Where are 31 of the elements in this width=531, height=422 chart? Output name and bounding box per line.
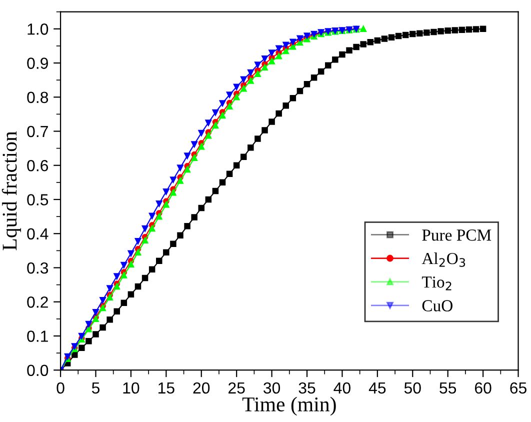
- x-tick-label: 5: [92, 382, 100, 394]
- legend-label: Tio$_{2}$: [422, 276, 452, 290]
- y-tick-label: 0.5: [27, 194, 48, 206]
- y-tick-label: 0.8: [27, 92, 48, 104]
- y-tick-label: 0.3: [27, 262, 48, 274]
- y-tick-label: 0.1: [27, 330, 48, 342]
- x-tick-label: 20: [193, 382, 210, 394]
- x-tick-label: 45: [368, 382, 386, 394]
- y-tick-label: 0.9: [27, 58, 48, 69]
- x-tick-label: 60: [474, 382, 492, 394]
- y-tick-label: 0.6: [27, 160, 48, 172]
- x-tick-label: 10: [123, 382, 140, 394]
- legend-label: Al$_{2}$O$_{3}$: [422, 252, 466, 267]
- legend-label: Pure PCM: [422, 230, 492, 241]
- y-axis-title: Lquid fraction: [2, 131, 21, 250]
- x-tick-label: 65: [510, 382, 526, 394]
- y-tick-label: 0.0: [27, 364, 48, 376]
- x-tick-label: 40: [334, 382, 350, 394]
- x-tick-label: 30: [264, 382, 280, 394]
- x-tick-label: 15: [158, 382, 174, 394]
- y-tick-label: 0.4: [27, 228, 48, 240]
- y-tick-label: 1.0: [28, 24, 48, 35]
- x-tick-label: 25: [228, 382, 245, 394]
- x-tick-label: 0: [56, 382, 64, 394]
- y-tick-label: 0.2: [27, 296, 48, 308]
- x-axis-title: Time (min): [242, 396, 336, 416]
- legend-label: CuO: [422, 300, 452, 312]
- x-tick-label: 55: [440, 382, 456, 394]
- x-tick-label: 50: [404, 382, 421, 394]
- y-tick-label: 0.7: [27, 126, 48, 138]
- x-tick-label: 35: [298, 382, 316, 394]
